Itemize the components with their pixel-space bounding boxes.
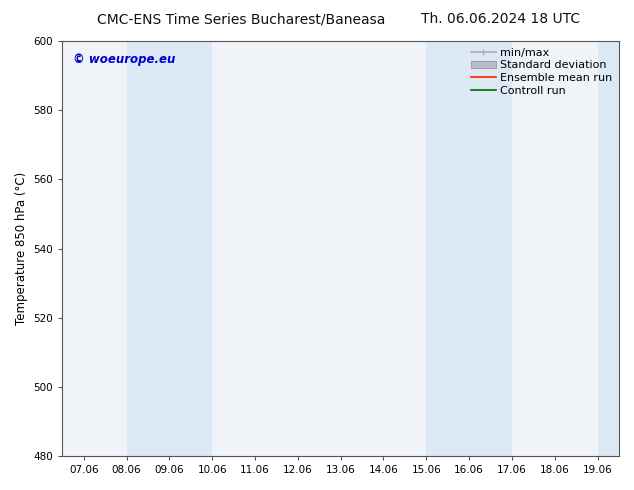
Text: CMC-ENS Time Series Bucharest/Baneasa: CMC-ENS Time Series Bucharest/Baneasa [97, 12, 385, 26]
Legend: min/max, Standard deviation, Ensemble mean run, Controll run: min/max, Standard deviation, Ensemble me… [467, 43, 617, 100]
Text: © woeurope.eu: © woeurope.eu [74, 53, 176, 67]
Bar [469, 41, 512, 456]
Bar [169, 41, 212, 456]
Y-axis label: Temperature 850 hPa (°C): Temperature 850 hPa (°C) [15, 172, 28, 325]
Bar [127, 41, 169, 456]
Bar [426, 41, 469, 456]
Text: Th. 06.06.2024 18 UTC: Th. 06.06.2024 18 UTC [422, 12, 580, 26]
Bar [598, 41, 623, 456]
